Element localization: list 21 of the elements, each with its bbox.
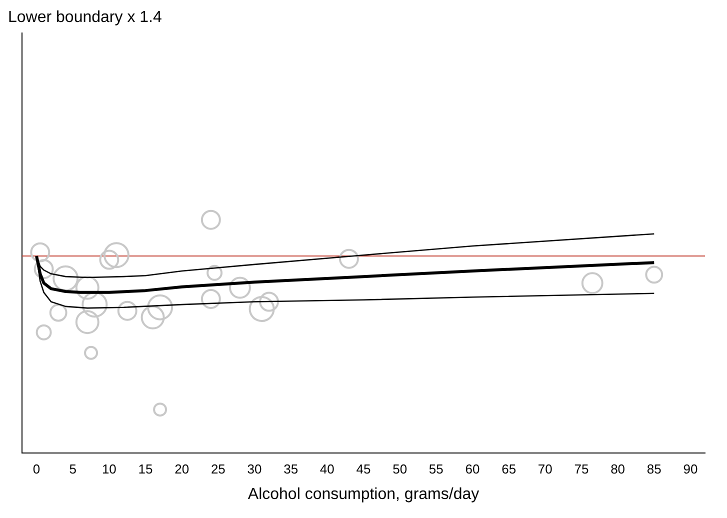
x-tick-label: 0 [32,462,40,477]
x-tick-label: 10 [102,462,116,477]
x-tick-label: 35 [284,462,298,477]
x-tick-label: 60 [465,462,480,477]
x-tick-label: 80 [610,462,626,477]
x-tick-label: 20 [174,462,190,477]
x-tick-label: 50 [392,462,408,477]
x-tick-label: 90 [683,462,698,477]
x-axis-title: Alcohol consumption, grams/day [248,486,480,503]
x-tick-label: 85 [646,462,662,477]
x-tick-label: 70 [538,462,552,477]
x-tick-label: 15 [138,462,153,477]
x-tick-label: 45 [356,462,371,477]
x-tick-label: 75 [574,462,589,477]
x-tick-label: 55 [428,462,444,477]
chart-title: Lower boundary x 1.4 [8,9,162,26]
x-tick-label: 40 [320,462,334,477]
x-tick-label: 25 [210,462,226,477]
x-tick-label: 30 [247,462,262,477]
x-tick-label: 5 [69,462,76,477]
x-tick-label: 65 [502,462,516,477]
